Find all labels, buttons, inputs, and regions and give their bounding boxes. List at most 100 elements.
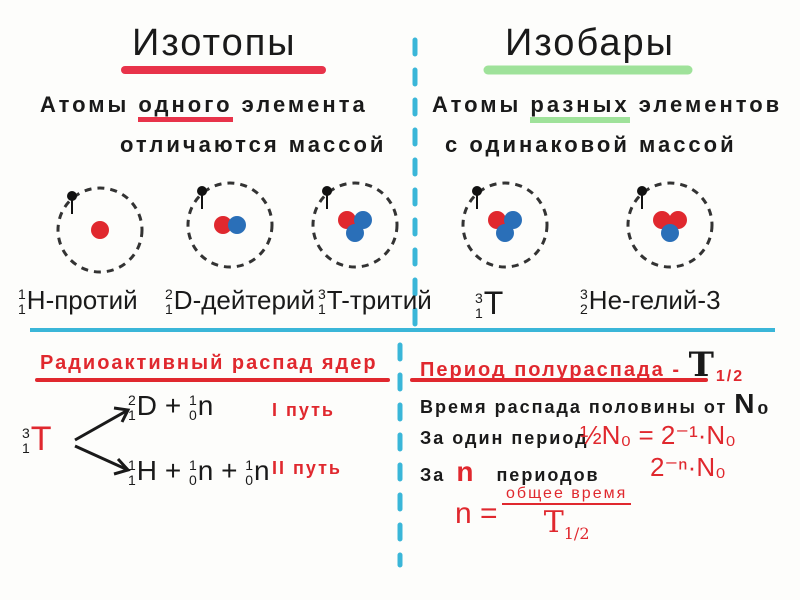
plus-sign: +	[164, 455, 182, 486]
proton	[214, 216, 232, 234]
nuclide-symbol: H	[136, 455, 158, 486]
atomic-number: 0	[245, 471, 254, 488]
proton	[669, 211, 687, 229]
mass-number: 1	[245, 456, 254, 473]
tau-subscript: 1/2	[715, 368, 745, 385]
mass-number: 1	[18, 286, 26, 303]
label-helium3: 3 2 He-гелий-3	[580, 285, 721, 317]
desc-highlight: одного	[138, 92, 233, 122]
formula-n-periods: 2⁻ⁿ·N₀	[650, 452, 726, 482]
neutron	[504, 211, 522, 229]
tau-subscript: 1/2	[563, 524, 590, 543]
isobars-desc-line2: с одинаковой массой	[445, 132, 737, 157]
proton	[488, 211, 506, 229]
desc-text: элемента	[232, 92, 368, 117]
nuclide-symbol: n	[254, 455, 270, 486]
electron-orbit	[461, 181, 549, 269]
nuclide-name: He-гелий-3	[588, 285, 721, 315]
mass-number: 1	[128, 456, 136, 473]
nuclide-symbol: n	[197, 455, 214, 486]
isotopes-desc-line2: отличаются массой	[120, 132, 387, 157]
nuclide-name: T	[483, 285, 504, 321]
label-deuterium: 2 1 D-дейтерий	[165, 285, 315, 317]
formula-one-period: ½N₀ = 2⁻¹·N₀	[580, 420, 736, 450]
neutron	[496, 224, 514, 242]
mass-number: 2	[128, 391, 136, 408]
electron	[197, 186, 207, 196]
electron-orbit	[626, 181, 714, 269]
atomic-number: 1	[22, 440, 30, 457]
arrowhead-path1	[113, 406, 131, 423]
desc-text: элементов	[629, 92, 783, 117]
atomic-number: 1	[318, 301, 326, 318]
decay-title-underline	[35, 378, 390, 382]
path1-label: I путь	[272, 400, 335, 420]
electron-orbit	[186, 181, 274, 269]
neutron	[661, 224, 679, 242]
fraction: общее время T1/2	[502, 485, 632, 543]
mass-number: 3	[318, 286, 326, 303]
isobars-desc-line1: Атомы разных элементов	[432, 92, 783, 123]
electron-orbit	[56, 186, 144, 274]
n-symbol: n	[456, 456, 476, 487]
line-text: Время распада половины от	[420, 397, 728, 417]
atomic-number: 2	[580, 301, 588, 318]
proton	[338, 211, 356, 229]
nuclide-symbol: D	[136, 390, 158, 421]
atomic-number: 1	[475, 304, 483, 321]
electron-orbit	[311, 181, 399, 269]
nuclide-symbol: n	[197, 390, 214, 421]
line-text: За	[420, 465, 446, 485]
desc-highlight: разных	[530, 92, 630, 123]
formula-n: n = общее время T1/2	[455, 485, 632, 543]
neutron	[354, 211, 372, 229]
desc-text: Атомы	[432, 92, 531, 117]
isotopes-title: Изотопы	[132, 22, 297, 64]
label-protium: 1 1 H-протий	[18, 285, 138, 317]
arrow-path1	[74, 408, 129, 442]
n-equals: n =	[455, 497, 498, 530]
plus-sign: +	[221, 455, 238, 486]
desc-text: Атомы	[40, 92, 139, 117]
isobars-title: Изобары	[505, 22, 675, 64]
n0-symbol: N₀	[734, 388, 772, 419]
mass-number: 3	[475, 289, 483, 306]
plus-sign: +	[164, 390, 182, 421]
halflife-line2: За один период	[420, 428, 589, 448]
nuclide-name: H-протий	[26, 285, 138, 315]
decay-title: Радиоактивный распад ядер	[40, 352, 378, 374]
atomic-number: 1	[18, 301, 26, 318]
label-tritium: 3 1 T-тритий	[318, 285, 432, 317]
halflife-title-underline	[410, 378, 708, 382]
atomic-number: 1	[128, 406, 136, 423]
nuclide-name: T-тритий	[326, 285, 432, 315]
mass-number: 2	[165, 286, 173, 303]
atomic-number: 1	[165, 301, 173, 318]
path2-label: II путь	[272, 458, 342, 478]
electron	[67, 191, 77, 201]
tau-symbol: T	[543, 505, 564, 540]
arrowhead-path2	[113, 457, 131, 476]
proton	[653, 211, 671, 229]
arrow-path2	[74, 444, 129, 472]
atomic-number: 0	[188, 471, 197, 488]
atomic-number: 0	[188, 406, 197, 423]
nuclide-name: D-дейтерий	[173, 285, 315, 315]
neutron	[346, 224, 364, 242]
electron	[472, 186, 482, 196]
